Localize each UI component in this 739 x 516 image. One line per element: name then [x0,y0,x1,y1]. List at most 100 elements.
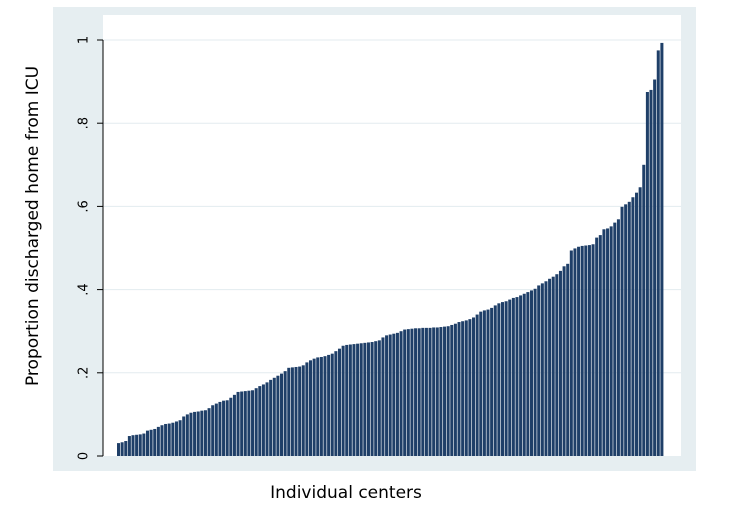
bar [261,384,265,456]
bar [573,248,577,456]
bar [446,326,450,456]
bar [348,344,352,456]
bar [276,375,280,456]
bar [182,416,186,456]
bar [211,405,215,456]
bar [464,320,468,456]
bar [218,401,222,456]
bar [312,358,316,456]
bar [280,373,284,456]
bar [290,367,294,456]
bar [548,278,552,456]
bar [461,321,465,456]
bar [453,323,457,456]
bar [479,311,483,456]
bar [345,344,349,456]
bar [265,382,269,456]
bar [395,332,399,456]
bar [653,79,657,457]
bar [475,314,479,456]
bar [635,192,639,457]
bar [414,328,418,456]
bar [403,329,407,456]
bar [472,317,476,456]
bar [497,303,501,456]
bar [236,391,240,456]
bar [232,394,236,456]
bar [457,322,461,456]
y-tick-label: .2 [77,367,92,379]
bar [164,423,168,456]
bar [627,201,631,456]
bar [178,420,182,456]
bar [156,426,160,456]
bar [117,443,121,456]
y-tick-label: 1 [77,36,92,44]
bar [214,403,218,456]
bar [251,390,255,456]
bar [591,244,595,456]
bar [330,353,334,456]
bar [540,283,544,456]
bar [522,293,526,456]
bar [584,245,588,456]
bar [620,206,624,456]
bar [120,442,124,456]
bar [319,356,323,456]
bar [555,274,559,456]
bar [587,245,591,456]
bar [490,307,494,456]
bar [359,343,363,456]
bar [537,285,541,456]
bar [439,327,443,456]
bar [424,327,428,456]
bar [298,366,302,456]
y-tick-label: .6 [77,200,92,212]
bar [432,327,436,456]
bar [450,324,454,456]
bar [642,164,646,457]
bar [606,228,610,456]
bar [526,292,530,456]
bar [656,50,660,457]
y-tick-label: 0 [77,452,92,460]
bar [254,388,258,456]
x-axis-label: Individual centers [270,483,422,503]
y-tick-label: .8 [77,117,92,129]
bar [167,423,171,456]
bar [529,290,533,456]
y-tick-label: .4 [77,283,92,295]
bar [428,327,432,456]
bar [258,386,262,456]
bar [294,366,298,456]
bar [229,397,233,456]
bar [406,329,410,456]
bar [341,345,345,456]
bar [385,335,389,456]
bar [287,367,291,456]
bar [124,441,128,456]
bar [185,414,189,456]
bar [551,276,555,456]
bar [160,425,164,456]
y-axis: 0 .2 .4 .6 .8 1 [77,36,104,460]
bar [149,429,153,456]
bar [569,250,573,456]
bar [638,187,642,456]
bar [352,344,356,456]
bar [269,379,273,456]
bar [138,434,142,456]
bar [145,430,149,456]
bar [203,410,207,456]
bar [142,433,146,456]
bar [363,342,367,456]
bar [127,436,131,456]
bar [660,42,664,456]
bar [598,235,602,456]
bar [558,270,562,456]
bar [240,391,244,456]
bar [399,331,403,456]
bar [515,297,519,456]
bar [511,297,515,456]
bar [580,245,584,456]
